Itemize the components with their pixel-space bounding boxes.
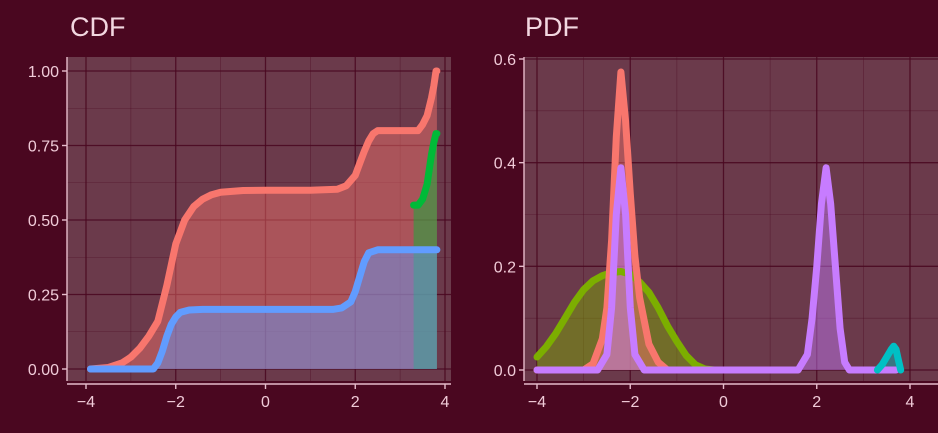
y-tick-label: 0.75 bbox=[28, 139, 59, 156]
series-line-2 bbox=[87, 246, 441, 373]
chart-title: CDF bbox=[70, 12, 126, 42]
x-tick-label: 2 bbox=[351, 394, 360, 411]
y-tick-label: 0.6 bbox=[494, 52, 516, 69]
x-tick-label: 2 bbox=[812, 394, 821, 411]
x-tick-label: −2 bbox=[167, 394, 185, 411]
series-line-1 bbox=[533, 68, 681, 374]
y-tick-label: 0.4 bbox=[494, 156, 516, 173]
series-area-2 bbox=[537, 167, 896, 370]
x-tick-label: 0 bbox=[261, 394, 270, 411]
cdf-chart: CDF −4 −2 0 2 4 0.00 0.25 0.50 0.75 1.00 bbox=[28, 12, 451, 411]
y-tick-label: 1.00 bbox=[28, 64, 59, 81]
series-line-2 bbox=[533, 164, 900, 374]
x-tick-label: 0 bbox=[719, 394, 728, 411]
series-line-0 bbox=[87, 67, 441, 373]
y-tick-label: 0.50 bbox=[28, 213, 59, 230]
y-tick-label: 0.2 bbox=[494, 259, 516, 276]
x-tick-label: 4 bbox=[906, 394, 915, 411]
chart-title: PDF bbox=[525, 12, 579, 42]
x-tick-label: −4 bbox=[528, 394, 546, 411]
x-tick-label: 4 bbox=[441, 394, 450, 411]
pdf-chart: PDF −4 −2 0 2 4 0.0 0.2 0.4 0.6 bbox=[494, 12, 938, 411]
y-tick-label: 0.25 bbox=[28, 288, 59, 305]
series-line-1 bbox=[410, 130, 441, 209]
x-tick-label: −2 bbox=[621, 394, 639, 411]
y-tick-label: 0.0 bbox=[494, 363, 516, 380]
series-line-3 bbox=[873, 342, 905, 374]
y-tick-label: 0.00 bbox=[28, 362, 59, 379]
x-tick-label: −4 bbox=[77, 394, 95, 411]
